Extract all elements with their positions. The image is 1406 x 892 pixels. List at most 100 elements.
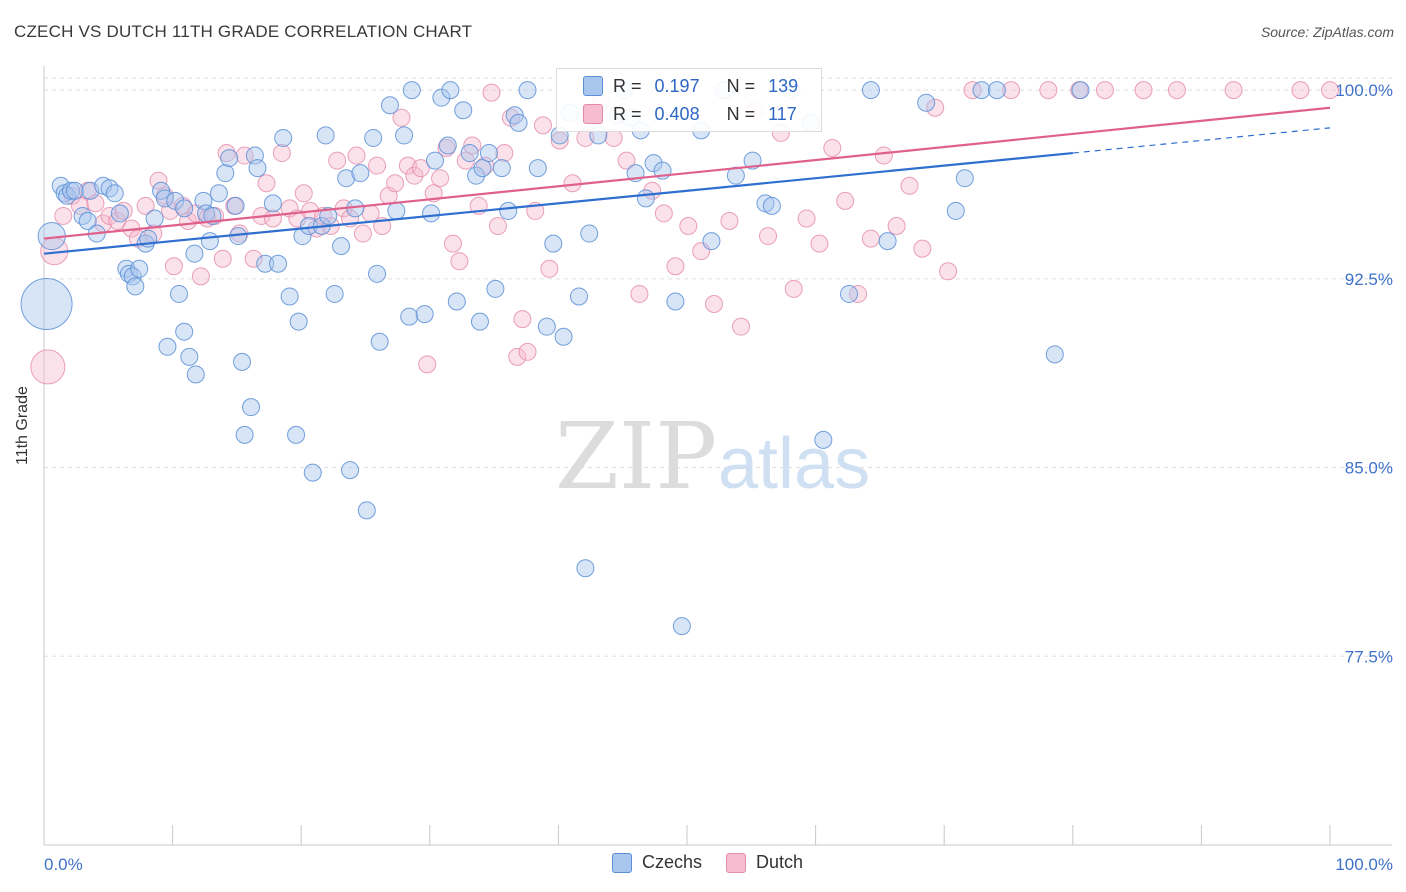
dutch-r-label: R =: [613, 103, 642, 124]
dutch-legend-label: Dutch: [756, 852, 804, 872]
czech-point: [528, 159, 547, 178]
dutch-point: [810, 234, 829, 253]
czech-n-label: N =: [726, 75, 756, 96]
czech-point: [303, 463, 322, 482]
czech-point: [155, 189, 174, 208]
czech-point: [814, 430, 833, 449]
czech-point: [269, 254, 288, 273]
czech-point: [380, 96, 399, 115]
czech-point: [65, 181, 84, 200]
czech-point: [470, 312, 489, 331]
dutch-point: [666, 257, 685, 276]
czech-point: [145, 209, 164, 228]
dutch-point: [533, 116, 552, 135]
czech-point: [130, 259, 149, 278]
czech-point: [117, 259, 136, 278]
dutch-point: [392, 108, 411, 127]
czech-point: [467, 166, 486, 185]
czech-point: [126, 277, 145, 296]
czech-point: [432, 88, 451, 107]
y-tick-label: 85.0%: [1345, 459, 1393, 478]
czech-point: [100, 179, 119, 198]
dutch-point: [431, 169, 450, 188]
dutch-point: [108, 211, 127, 230]
czech-point: [364, 128, 383, 147]
czech-point: [233, 352, 252, 371]
dutch-point: [1291, 81, 1310, 100]
czech-point: [743, 151, 762, 170]
czech-point: [110, 204, 129, 223]
czech-point: [186, 365, 205, 384]
czech-point: [454, 101, 473, 120]
dutch-point: [849, 284, 868, 303]
dutch-point: [450, 252, 469, 271]
czech-point: [332, 237, 351, 256]
czech-point: [105, 184, 124, 203]
czech-point: [289, 312, 308, 331]
dutch-point: [482, 83, 501, 102]
czech-point: [200, 232, 219, 251]
czech-point: [554, 327, 573, 346]
czech-point: [479, 144, 498, 163]
czech-n-value: 139: [768, 75, 799, 96]
czech-point: [415, 305, 434, 324]
czech-point: [368, 264, 387, 283]
dutch-point: [235, 146, 254, 165]
czech-point: [242, 398, 261, 417]
czech-point: [341, 461, 360, 480]
czech-point: [351, 164, 370, 183]
dutch-point: [217, 144, 236, 163]
y-tick-label: 92.5%: [1345, 270, 1393, 289]
czech-point: [287, 425, 306, 444]
legend-item-czechs[interactable]: Czechs: [612, 852, 702, 873]
czech-point: [702, 232, 721, 251]
czech-point: [460, 144, 479, 163]
czech-point: [509, 113, 528, 132]
dutch-point: [257, 174, 276, 193]
czech-point: [499, 201, 518, 220]
czech-point: [840, 284, 859, 303]
watermark: ZIP atlas: [555, 403, 870, 510]
dutch-point: [913, 239, 932, 258]
dutch-point: [411, 159, 430, 178]
dutch-point: [263, 209, 282, 228]
czech-point: [337, 169, 356, 188]
tick-labels: 100.0% 92.5% 85.0% 77.5% 0.0% 100.0%: [44, 81, 1393, 874]
dutch-point: [443, 234, 462, 253]
dutch-point: [353, 224, 372, 243]
dutch-point: [679, 217, 698, 236]
czech-point: [235, 425, 254, 444]
series-legend: Czechs Dutch: [612, 852, 827, 873]
czech-point: [387, 201, 406, 220]
dutch-trend-line: [43, 106, 1331, 240]
czech-point: [518, 81, 537, 100]
czechs-legend-swatch: [612, 852, 632, 873]
dutch-point: [1167, 81, 1186, 100]
dutch-point: [1134, 81, 1153, 100]
dutch-point: [939, 262, 958, 281]
dutch-point: [488, 217, 507, 236]
czech-point: [666, 292, 685, 311]
dutch-point: [1224, 81, 1243, 100]
dutch-point: [54, 206, 73, 225]
czech-trend-line: [43, 151, 1073, 255]
dutch-point: [347, 146, 366, 165]
czech-point: [972, 81, 991, 100]
dutch-point: [784, 279, 803, 298]
dutch-point: [518, 342, 537, 361]
czech-point: [175, 199, 194, 218]
czech-point: [861, 81, 880, 100]
dutch-point: [732, 317, 751, 336]
czech-point: [180, 347, 199, 366]
czech-point: [185, 244, 204, 263]
czech-point: [762, 196, 781, 215]
czech-point: [672, 617, 691, 636]
dutch-point: [368, 156, 387, 175]
dutch-r-value: 0.408: [654, 103, 700, 124]
dutch-point: [272, 144, 291, 163]
czech-r-value: 0.197: [654, 75, 700, 96]
czech-point: [158, 337, 177, 356]
czech-point: [357, 501, 376, 520]
legend-item-dutch[interactable]: Dutch: [726, 852, 803, 873]
